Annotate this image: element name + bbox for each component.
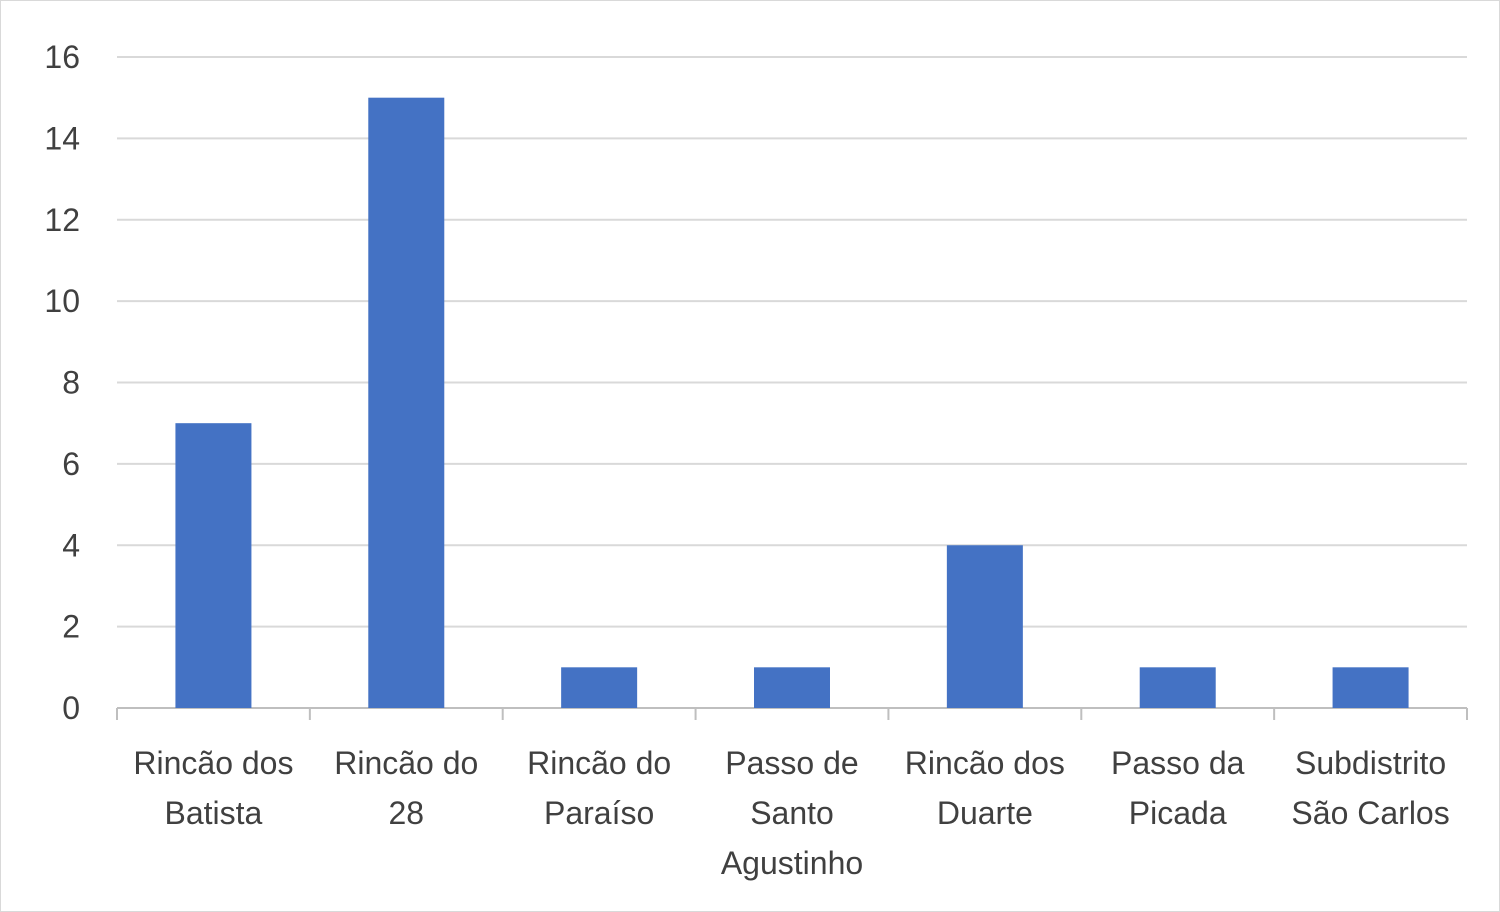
bar: [175, 423, 252, 708]
y-tick-label: 16: [44, 39, 80, 75]
bar: [368, 97, 445, 708]
bar: [754, 667, 830, 708]
x-tick-label: Rincão do 28: [334, 745, 478, 831]
x-tick-label: Passo de Santo Agustinho: [721, 745, 863, 881]
y-tick-label: 2: [62, 609, 80, 645]
x-tick-label: Subdistrito São Carlos: [1291, 745, 1449, 831]
x-tick-label: Rincão dos Duarte: [905, 745, 1065, 831]
y-tick-label: 6: [62, 446, 80, 482]
y-tick-label: 0: [62, 690, 80, 726]
x-tick-label: Rincão do Paraíso: [527, 745, 671, 831]
x-tick-label: Passo da Picada: [1111, 745, 1245, 831]
bar: [1332, 667, 1409, 708]
x-tick-label: Rincão dos Batista: [133, 745, 293, 831]
y-tick-label: 10: [44, 283, 80, 319]
bar: [1139, 667, 1216, 708]
y-tick-label: 4: [62, 527, 80, 563]
y-tick-label: 14: [44, 120, 80, 156]
y-tick-label: 12: [44, 202, 80, 238]
y-tick-label: 8: [62, 365, 80, 401]
bar: [946, 545, 1023, 708]
bar: [561, 667, 638, 708]
